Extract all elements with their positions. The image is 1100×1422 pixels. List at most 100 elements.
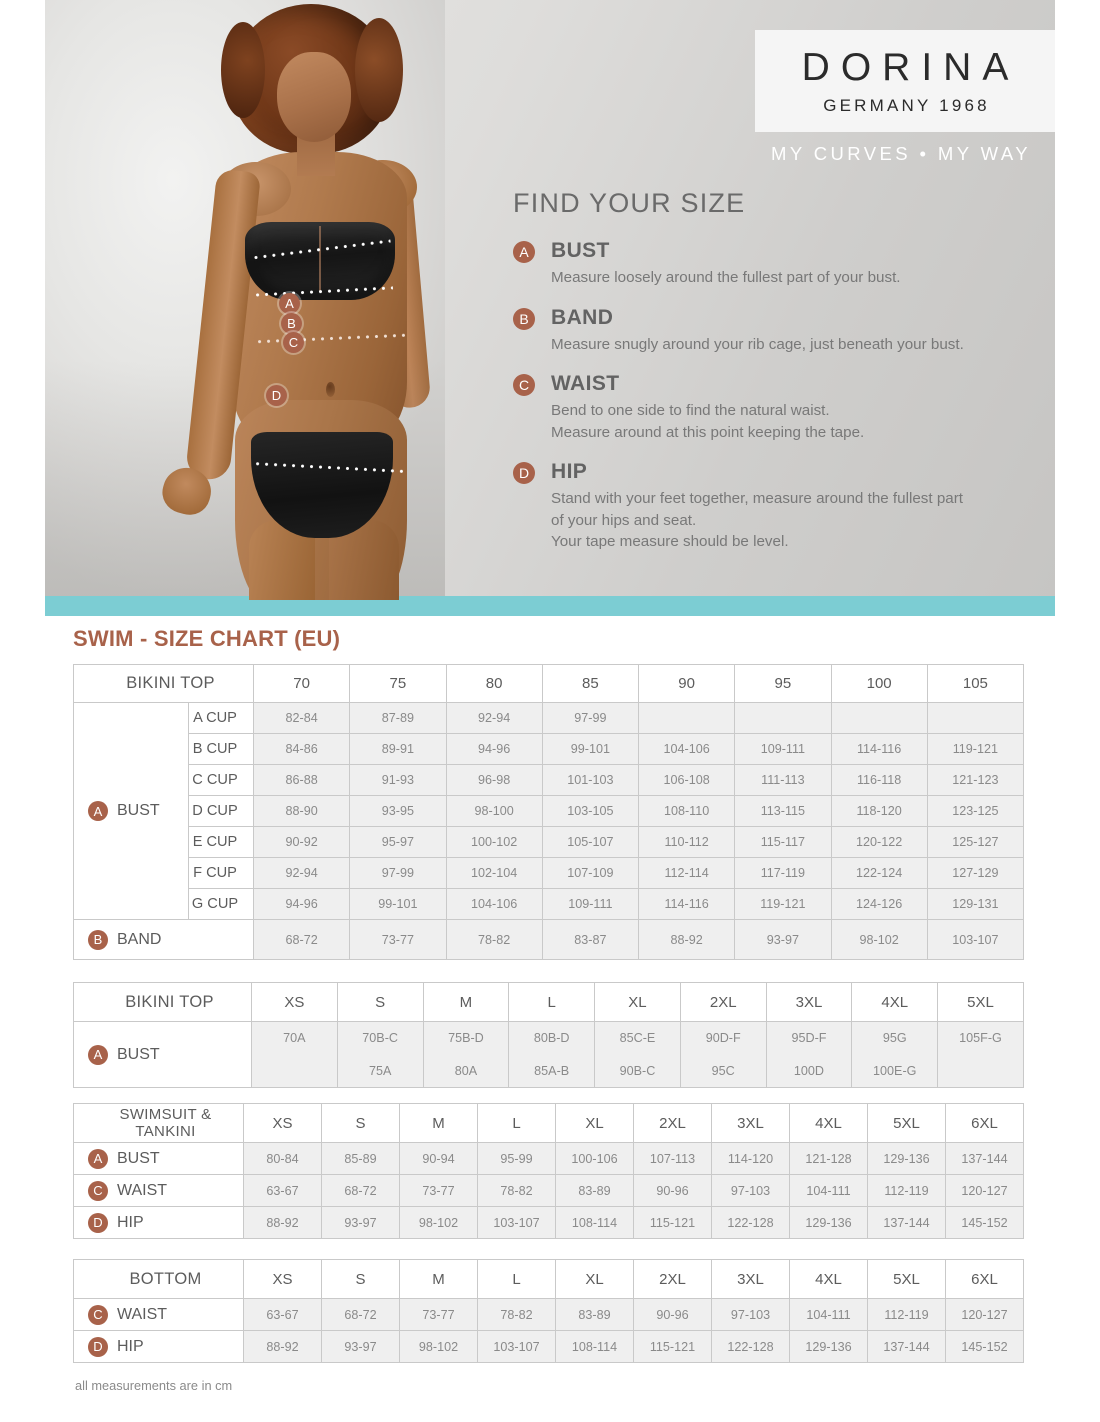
model-navel xyxy=(326,382,335,397)
table-row: A BUST 80-84 85-89 90-94 95-99 100-106 107-113 1… xyxy=(73,1142,1024,1175)
table-row-band: B BAND 68-72 73-77 78-82 83-87 88-92 93-97 98-10… xyxy=(73,919,1025,960)
cup-label-c-cup: C CUP xyxy=(188,764,254,796)
measurement-cell: 100-102 xyxy=(445,826,543,858)
column-header-3XL: 3XL xyxy=(711,1103,790,1143)
table-row: D HIP 88-92 93-97 98-102 103-107 108-114 115-12… xyxy=(73,1330,1024,1363)
measurement-cell: 85-89 xyxy=(321,1142,400,1175)
row-label-band: B BAND xyxy=(73,919,254,960)
measurement-name: WAIST xyxy=(551,372,620,396)
measurement-cell xyxy=(637,702,736,734)
chart-title: SWIM - SIZE CHART (EU) xyxy=(73,626,341,651)
measurement-cell: 111-113 xyxy=(734,764,832,796)
column-header-5XL: 5XL xyxy=(937,982,1024,1022)
measurement-cell: 104-111 xyxy=(789,1174,868,1207)
model-photo: A B C D xyxy=(45,0,445,600)
table-row: B CUP 84-86 89-91 94-96 99-101 104-106 109-111… xyxy=(74,733,1025,765)
measurement-cell: 103-105 xyxy=(541,795,640,827)
measurement-cell: 120-127 xyxy=(945,1298,1024,1331)
measurement-name: BAND xyxy=(551,305,614,329)
measurement-cell: 119-121 xyxy=(734,888,832,920)
measurement-cell: 117-119 xyxy=(734,857,832,889)
measurement-cell: 78-82 xyxy=(445,919,543,960)
row-label: A BUST xyxy=(88,1044,251,1065)
measurement-cell: 75A xyxy=(336,1054,424,1088)
row-label: A BUST xyxy=(88,1148,243,1169)
row-label: C WAIST xyxy=(88,1180,243,1201)
measurement-cell: 90-96 xyxy=(633,1298,712,1331)
measurement-cell: 83-89 xyxy=(555,1298,634,1331)
measurement-cell: 94-96 xyxy=(252,888,351,920)
measurement-cell: 80B-D xyxy=(508,1021,596,1055)
measurement-cell: 96-98 xyxy=(445,764,543,796)
column-header-M: M xyxy=(399,1259,478,1299)
measurement-cell: 97-99 xyxy=(349,857,447,889)
column-header-95: 95 xyxy=(734,664,832,703)
table-row: C CUP 86-88 91-93 96-98 101-103 106-108 111-11… xyxy=(74,764,1025,796)
model-face xyxy=(277,52,351,142)
table-bottom: BOTTOM XS S M L XL 2XL 3XL 4XL 5XL 6XL C WAIST 63-67 6… xyxy=(73,1259,1024,1363)
measurement-cell: 129-136 xyxy=(789,1206,868,1239)
measurement-cell: 108-114 xyxy=(555,1206,634,1239)
row-label-text: WAIST xyxy=(117,1305,168,1323)
row-label: D HIP xyxy=(88,1212,243,1233)
column-header-L: L xyxy=(477,1103,556,1143)
column-header-4XL: 4XL xyxy=(851,982,939,1022)
measurement-cell: 86-88 xyxy=(252,764,351,796)
column-header-XS: XS xyxy=(243,1259,322,1299)
photo-marker-a: A xyxy=(279,293,300,314)
measurement-cell: 101-103 xyxy=(541,764,640,796)
column-header-L: L xyxy=(477,1259,556,1299)
badge-b-icon: B xyxy=(88,929,108,950)
measurement-cell: 91-93 xyxy=(349,764,447,796)
measurement-cell: 93-95 xyxy=(349,795,447,827)
measurement-cell: 92-94 xyxy=(252,857,351,889)
badge-c-icon: C xyxy=(88,1304,108,1325)
brand-tagline: MY CURVES • MY WAY xyxy=(771,143,1031,164)
measurement-cell: 114-120 xyxy=(711,1142,790,1175)
column-header-80: 80 xyxy=(445,664,543,703)
measurement-cell: 113-115 xyxy=(734,795,832,827)
measurement-cell: 88-92 xyxy=(243,1330,322,1363)
measure-badge-b-icon: B xyxy=(513,307,535,330)
measurement-cell: 75B-D xyxy=(422,1021,510,1055)
row-label: B BAND xyxy=(88,929,253,950)
column-header-75: 75 xyxy=(349,664,447,703)
hero-banner: A B C D DORINA GERMANY 1968 MY CURVES • … xyxy=(45,0,1055,600)
measurement-cell: 89-91 xyxy=(349,733,447,765)
measurement-description: Measure loosely around the fullest part … xyxy=(551,269,901,286)
photo-marker-d: D xyxy=(266,385,287,406)
measurement-cell: 137-144 xyxy=(945,1142,1024,1175)
measurement-cell: 95-97 xyxy=(349,826,447,858)
column-header-3XL: 3XL xyxy=(765,982,853,1022)
measurement-cell xyxy=(937,1054,1024,1088)
table-row: 75A 80A 85A-B 90B-C 95C 100D 100E-G xyxy=(74,1054,1024,1088)
measurement-cell: 78-82 xyxy=(477,1298,556,1331)
measurement-cell: 108-114 xyxy=(555,1330,634,1363)
measurement-cell: 93-97 xyxy=(321,1206,400,1239)
measurement-cell: 73-77 xyxy=(399,1174,478,1207)
find-your-size-section: FIND YOUR SIZE A BUST Measure loosely arou… xyxy=(513,188,1043,570)
measurement-cell: 98-102 xyxy=(830,919,928,960)
measurement-cell: 102-104 xyxy=(445,857,543,889)
cup-label-f-cup: F CUP xyxy=(188,857,254,889)
measurement-cell: 83-89 xyxy=(555,1174,634,1207)
column-header-6XL: 6XL xyxy=(945,1259,1024,1299)
measurement-cell: 80A xyxy=(422,1054,510,1088)
measurement-item-bust: A BUST Measure loosely around the fullest … xyxy=(513,239,1043,289)
measurement-cell: 108-110 xyxy=(637,795,736,827)
badge-c-icon: C xyxy=(88,1180,108,1201)
measurement-cell: 85A-B xyxy=(508,1054,596,1088)
measurement-cell: 123-125 xyxy=(926,795,1025,827)
column-header-2XL: 2XL xyxy=(633,1259,712,1299)
measurement-cell: 104-106 xyxy=(637,733,736,765)
group-label-bust: A BUST xyxy=(73,702,189,920)
measurement-cell: 115-121 xyxy=(633,1330,712,1363)
column-header-M: M xyxy=(399,1103,478,1143)
cup-label-g-cup: G CUP xyxy=(188,888,254,920)
measurement-cell: 105F-G xyxy=(937,1021,1024,1055)
table-row: D CUP 88-90 93-95 98-100 103-105 108-110 113-1… xyxy=(74,795,1025,827)
measurement-cell: 98-102 xyxy=(399,1206,478,1239)
column-header-S: S xyxy=(321,1259,400,1299)
column-header-S: S xyxy=(336,982,424,1022)
measurement-cell: 112-119 xyxy=(867,1298,946,1331)
